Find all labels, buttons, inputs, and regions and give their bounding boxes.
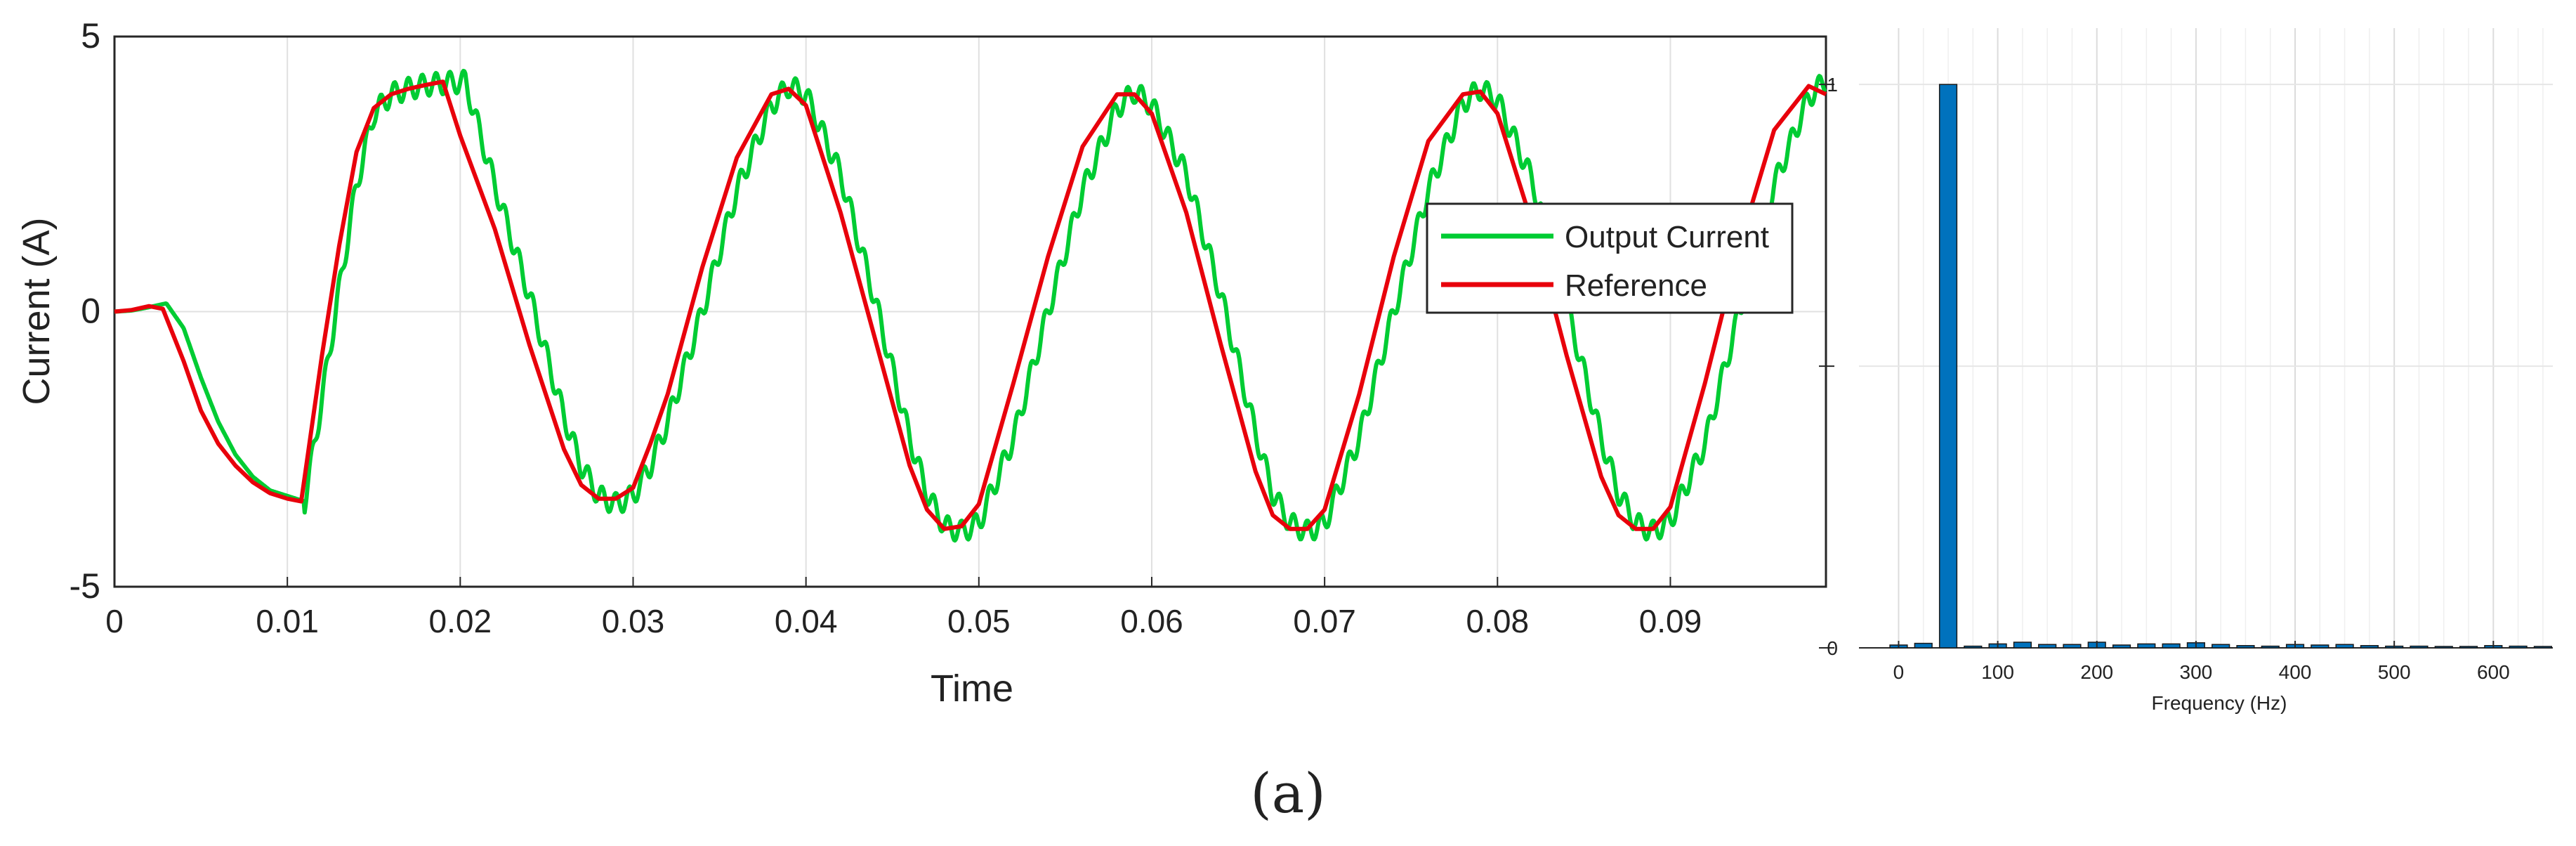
spectrum-y-tick-label: 1 <box>1827 74 1838 96</box>
spectrum-bar <box>2137 643 2156 649</box>
spectrum-x-tick-label: 400 <box>2279 661 2312 683</box>
time-chart-x-axis-label: Time <box>931 668 1013 710</box>
spectrum-bar <box>2236 645 2255 649</box>
spectrum-ticks: 0 1 0 100 200 300 400 500 600 <box>1819 74 2510 683</box>
spectrum-bar <box>2038 644 2057 649</box>
spectrum-bar <box>2261 645 2280 649</box>
spectrum-bar <box>2509 645 2528 649</box>
time-chart-x-tick-label: 0.05 <box>947 603 1011 639</box>
legend-label-output-current: Output Current <box>1565 220 1769 254</box>
spectrum-bar <box>1938 84 1958 649</box>
spectrum-bar <box>2360 645 2379 649</box>
frequency-spectrum-chart: 0 1 0 100 200 300 400 500 600 Frequency (Hz) <box>1819 28 2553 714</box>
time-chart-y-tick-label: 0 <box>81 292 100 331</box>
spectrum-bar <box>2335 644 2354 649</box>
spectrum-x-tick-label: 500 <box>2378 661 2411 683</box>
spectrum-bar <box>2212 644 2230 649</box>
time-chart-y-axis-label: Current (A) <box>15 217 58 405</box>
time-chart-x-tick-label: 0.01 <box>256 603 319 639</box>
time-chart-x-tick-label: 0 <box>105 603 124 639</box>
spectrum-bar <box>1964 645 1983 649</box>
spectrum-chart-grid <box>1859 28 2553 649</box>
time-chart-ticks: 0 0.01 0.02 0.03 0.04 0.05 0.06 0.07 0.08 0.09-50… <box>70 16 1702 639</box>
spectrum-x-tick-label: 0 <box>1893 661 1905 683</box>
time-chart-x-tick-label: 0.02 <box>429 603 492 639</box>
spectrum-bar <box>2013 642 2032 649</box>
spectrum-x-tick-label: 100 <box>1981 661 2014 683</box>
spectrum-x-tick-label: 300 <box>2180 661 2213 683</box>
spectrum-x-axis-label: Frequency (Hz) <box>2152 692 2287 714</box>
time-chart-x-tick-label: 0.07 <box>1293 603 1356 639</box>
time-chart-y-tick-label: 5 <box>81 16 100 56</box>
time-chart-x-tick-label: 0.06 <box>1120 603 1183 639</box>
spectrum-bar <box>2459 646 2478 649</box>
legend-label-reference: Reference <box>1565 268 1707 303</box>
time-chart-x-tick-label: 0.04 <box>775 603 838 639</box>
time-chart-x-tick-label: 0.03 <box>602 603 665 639</box>
spectrum-bar <box>2311 644 2329 649</box>
series-reference <box>114 79 1827 531</box>
spectrum-x-tick-label: 600 <box>2477 661 2510 683</box>
legend-box <box>1426 202 1794 314</box>
time-domain-chart: 0 0.01 0.02 0.03 0.04 0.05 0.06 0.07 0.08 0.09-50… <box>15 16 1827 710</box>
spectrum-bar <box>1914 642 1933 649</box>
legend: Output Current Reference <box>1426 202 1794 314</box>
spectrum-bar <box>2063 644 2082 649</box>
time-chart-x-tick-label: 0.09 <box>1639 603 1702 639</box>
spectrum-bar <box>2533 646 2552 649</box>
figure-caption: (a) <box>1250 762 1326 826</box>
spectrum-y-tick-label: 0 <box>1827 637 1838 659</box>
spectrum-bar <box>2434 646 2453 649</box>
time-chart-y-tick-label: -5 <box>70 566 100 606</box>
spectrum-x-tick-label: 200 <box>2080 661 2113 683</box>
spectrum-bar <box>2112 644 2131 649</box>
spectrum-bar <box>2410 645 2429 649</box>
spectrum-bar <box>2162 643 2181 649</box>
time-chart-x-tick-label: 0.08 <box>1466 603 1530 639</box>
